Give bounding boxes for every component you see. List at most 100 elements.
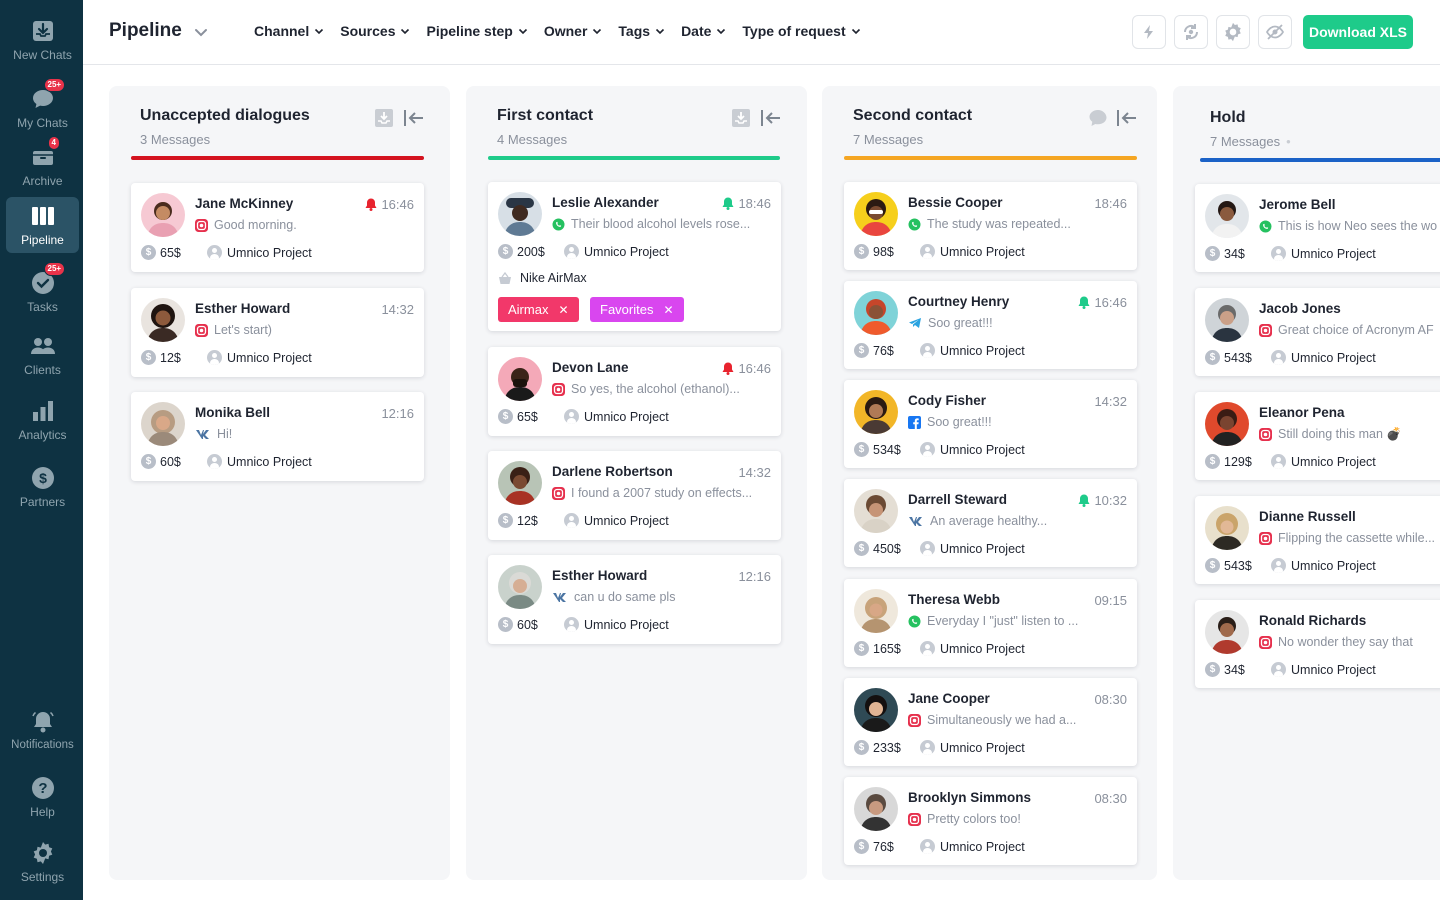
deal-card[interactable]: Courtney Henry 16:46 Soo great!!! $76$ U… [844, 281, 1137, 369]
chevron-down-icon [717, 28, 726, 35]
project-text: Umnico Project [584, 244, 669, 259]
deal-price: $450$ [854, 541, 901, 556]
price-text: 543$ [1224, 558, 1252, 573]
sidebar-item-clients[interactable]: Clients [6, 327, 79, 383]
user-icon [1271, 558, 1286, 573]
deal-card[interactable]: Brooklyn Simmons 08:30 Pretty colors too… [844, 777, 1137, 865]
automation-button[interactable] [1132, 15, 1166, 49]
message-time: 18:46 [1094, 196, 1127, 211]
deal-card[interactable]: Dianne Russell Flipping the cassette whi… [1195, 496, 1440, 584]
last-message: Flipping the cassette while... [1259, 531, 1435, 545]
sync-button[interactable] [1174, 15, 1208, 49]
sidebar-item-analytics[interactable]: Analytics [6, 392, 79, 448]
deal-card[interactable]: Darlene Robertson 14:32 I found a 2007 s… [488, 451, 781, 540]
deal-card[interactable]: Leslie Alexander 18:46 Their blood alcoh… [488, 182, 781, 331]
project-text: Umnico Project [1291, 454, 1376, 469]
message-text: An average healthy... [930, 514, 1048, 528]
deal-card[interactable]: Ronald Richards 09 No wonder they say th… [1195, 600, 1440, 688]
collapse-column-icon[interactable] [403, 107, 425, 129]
sidebar-item-help[interactable]: ? Help [6, 769, 79, 825]
price-text: 165$ [873, 641, 901, 656]
contact-name: Jacob Jones [1259, 301, 1341, 316]
deal-card[interactable]: Darrell Steward 10:32 An average healthy… [844, 479, 1137, 567]
hide-button[interactable] [1258, 15, 1292, 49]
collapse-column-icon[interactable] [760, 107, 782, 129]
filter-channel[interactable]: Channel [254, 23, 324, 39]
filter-tags[interactable]: Tags [618, 23, 665, 39]
filter-type-of-request[interactable]: Type of request [742, 23, 860, 39]
pipeline-column: First contact 4 Messages Leslie Alexande… [466, 86, 807, 880]
message-text: No wonder they say that [1278, 635, 1413, 649]
filter-date[interactable]: Date [681, 23, 726, 39]
message-text: So yes, the alcohol (ethanol)... [571, 382, 740, 396]
time-text: 12:16 [738, 569, 771, 584]
chevron-down-icon[interactable] [193, 24, 209, 40]
deal-card[interactable]: Jacob Jones Great choice of Acronym AF $… [1195, 288, 1440, 376]
filter-sources[interactable]: Sources [340, 23, 410, 39]
project-text: Umnico Project [227, 350, 312, 365]
avatar [854, 489, 898, 533]
coin-icon: $ [498, 617, 513, 632]
tag-airmax[interactable]: Airmax ✕ [498, 297, 579, 322]
user-icon [920, 442, 935, 457]
last-message: Hi! [195, 427, 232, 441]
deal-card[interactable]: Eleanor Pena Still doing this man 💣 $129… [1195, 392, 1440, 480]
filter-label: Date [681, 23, 712, 39]
filter-pipeline-step[interactable]: Pipeline step [426, 23, 527, 39]
pipeline-column: Hold 7 Messages • Jerome Bell This is how… [1173, 86, 1440, 880]
deal-card[interactable]: Devon Lane 16:46 So yes, the alcohol (et… [488, 347, 781, 436]
sidebar-item-partners[interactable]: $ Partners [6, 459, 79, 515]
bell-green-icon [1078, 296, 1090, 309]
sidebar-item-new-chats[interactable]: New Chats [6, 12, 79, 68]
collapse-column-icon[interactable] [1116, 107, 1138, 129]
coin-icon: $ [854, 740, 869, 755]
close-icon[interactable]: ✕ [663, 302, 674, 317]
close-icon[interactable]: ✕ [558, 302, 569, 317]
deal-card[interactable]: Jane Cooper 08:30 Simultaneously we had … [844, 678, 1137, 766]
deal-card[interactable]: Jerome Bell This is how Neo sees the wo … [1195, 184, 1440, 272]
deal-card[interactable]: Theresa Webb 09:15 Everyday I "just" lis… [844, 579, 1137, 667]
coin-icon: $ [141, 350, 156, 365]
column-color-bar [844, 156, 1137, 160]
message-text: Hi! [217, 427, 233, 441]
deal-project: Umnico Project [920, 641, 1025, 656]
deal-card[interactable]: Monika Bell 12:16 Hi! $60$ Umnico Projec… [131, 392, 424, 481]
sidebar-item-settings[interactable]: Settings [6, 834, 79, 890]
instagram-icon [552, 382, 565, 396]
message-time: 16:46 [1078, 295, 1127, 310]
project-text: Umnico Project [940, 641, 1025, 656]
download-inbox-icon[interactable] [730, 107, 752, 129]
vk-icon [196, 429, 209, 439]
sidebar-item-pipeline[interactable]: Pipeline [6, 197, 79, 253]
message-time: 10:32 [1078, 493, 1127, 508]
tag-favorites[interactable]: Favorites ✕ [590, 297, 684, 322]
deal-card[interactable]: Esther Howard 14:32 Let's start) $12$ Um… [131, 288, 424, 377]
settings-button[interactable] [1216, 15, 1250, 49]
download-inbox-icon[interactable] [373, 107, 395, 129]
download-xls-button[interactable]: Download XLS [1303, 15, 1413, 49]
filter-owner[interactable]: Owner [544, 23, 603, 39]
deal-project: Umnico Project [564, 409, 669, 424]
sidebar-item-my-chats[interactable]: 25+ My Chats [6, 78, 79, 136]
sidebar-item-notifications[interactable]: Notifications [6, 703, 79, 759]
deal-price: $98$ [854, 244, 894, 259]
coin-icon: $ [1205, 454, 1220, 469]
price-text: 12$ [517, 513, 538, 528]
filter-bar: Channel Sources Pipeline step Owner Tags… [254, 23, 877, 39]
sidebar-item-archive[interactable]: 4 Archive [6, 136, 79, 194]
deal-card[interactable]: Bessie Cooper 18:46 The study was repeat… [844, 182, 1137, 270]
deal-card[interactable]: Esther Howard 12:16 can u do same pls $6… [488, 555, 781, 644]
bell-green-icon [722, 197, 734, 210]
chat-bubble-icon: 25+ [30, 78, 66, 112]
sidebar-item-label: New Chats [13, 48, 72, 62]
deal-card[interactable]: Jane McKinney 16:46 Good morning. $65$ U… [131, 183, 424, 272]
last-message: Pretty colors too! [908, 812, 1021, 826]
sidebar-item-tasks[interactable]: 25+ Tasks [6, 262, 79, 320]
coin-icon: $ [854, 244, 869, 259]
deal-card[interactable]: Cody Fisher 14:32 Soo great!!! $534$ Umn… [844, 380, 1137, 468]
chat-bubble-icon[interactable] [1087, 107, 1109, 129]
user-icon [564, 244, 579, 259]
instagram-icon [1259, 635, 1272, 649]
sidebar-item-label: Archive [22, 174, 63, 188]
bell-red-icon [722, 362, 734, 375]
